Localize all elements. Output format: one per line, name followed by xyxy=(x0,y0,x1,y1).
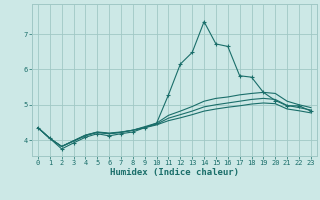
X-axis label: Humidex (Indice chaleur): Humidex (Indice chaleur) xyxy=(110,168,239,177)
